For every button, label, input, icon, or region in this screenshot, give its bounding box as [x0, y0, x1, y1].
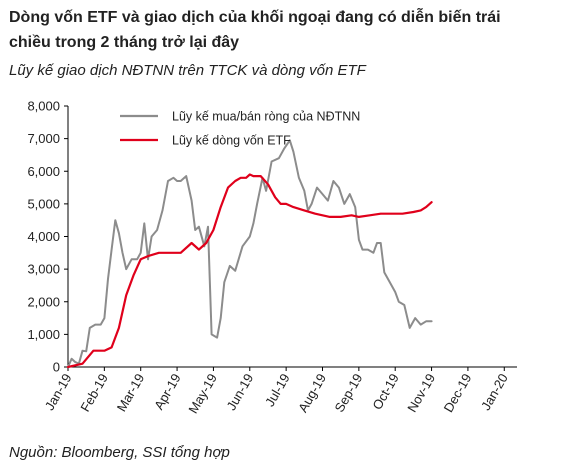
y-tick-label: 5,000: [27, 196, 60, 211]
y-tick-label: 3,000: [27, 262, 60, 277]
chart-subtitle: Lũy kế giao dịch NĐTNN trên TTCK và dòng…: [9, 62, 366, 79]
x-tick-label: Jul-19: [262, 371, 293, 409]
y-tick-label: 8,000: [27, 99, 60, 114]
y-tick-label: 6,000: [27, 164, 60, 179]
headline-line-2: chiều trong 2 tháng trở lại đây: [9, 34, 240, 51]
legend-label-1: Lũy kế mua/bán ròng của NĐTNN: [172, 110, 360, 124]
chart-series: [66, 139, 433, 369]
series-line-2: [66, 173, 433, 369]
y-tick-label: 0: [53, 360, 60, 375]
x-tick-label: Dec-19: [441, 371, 475, 415]
headline: Dòng vốn ETF và giao dịch của khối ngoại…: [9, 5, 564, 55]
x-tick-label: Nov-19: [404, 371, 438, 415]
x-tick-label: Jun-19: [224, 371, 257, 413]
y-tick-label: 4,000: [27, 229, 60, 244]
x-tick-label: Jan-20: [478, 371, 511, 413]
x-tick-label: Mar-19: [114, 371, 148, 414]
x-tick-label: Sep-19: [331, 371, 365, 415]
legend-label-2: Lũy kế dòng vốn ETF: [172, 134, 291, 148]
x-tick-label: Oct-19: [369, 371, 401, 412]
y-tick-label: 7,000: [27, 131, 60, 146]
x-tick-label: Aug-19: [295, 371, 329, 415]
x-tick-label: Jan-19: [42, 371, 75, 413]
y-tick-label: 2,000: [27, 294, 60, 309]
chart-legend: Lũy kế mua/bán ròng của NĐTNN Lũy kế dòng…: [120, 110, 360, 148]
source-note: Nguồn: Bloomberg, SSI tổng hợp: [9, 444, 230, 461]
headline-line-1: Dòng vốn ETF và giao dịch của khối ngoại…: [9, 9, 501, 26]
x-axis: Jan-19 Feb-19 Mar-19 Apr-19 May-19 Jun-19 Jul-…: [42, 366, 517, 416]
y-tick-label: 1,000: [27, 327, 60, 342]
series-line-1: [67, 139, 433, 368]
x-tick-label: Apr-19: [151, 371, 184, 412]
x-tick-label: May-19: [185, 371, 220, 416]
y-axis: 0 1,000 2,000 3,000 4,000 5,000 6,000 7,000 8,00…: [27, 99, 69, 375]
x-tick-label: Feb-19: [77, 371, 111, 414]
